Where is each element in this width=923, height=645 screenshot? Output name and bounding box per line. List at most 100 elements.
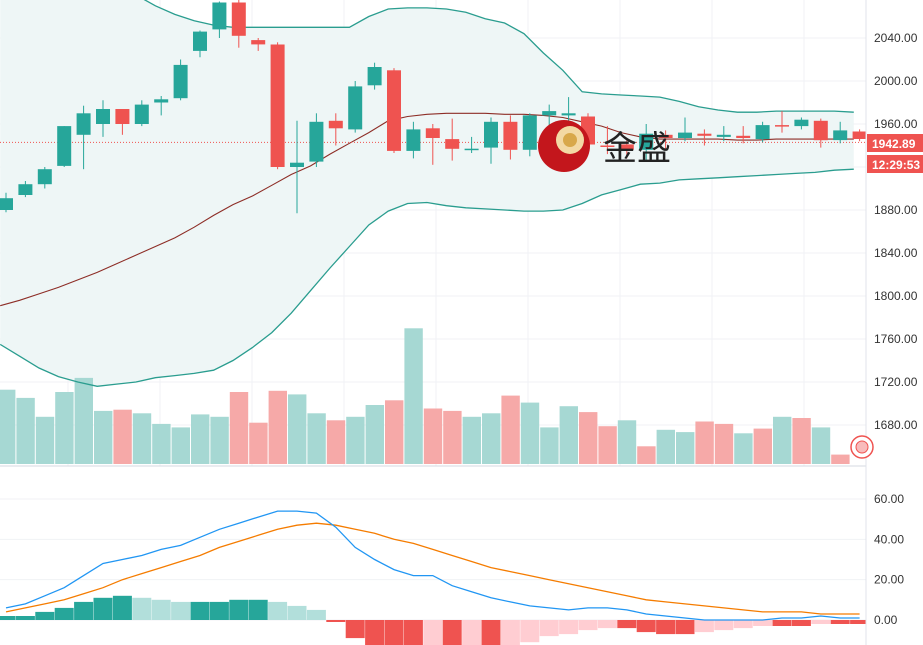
price-tick-label: 1760.00: [874, 332, 918, 346]
macd-histogram-bar: [656, 620, 676, 635]
bollinger-middle-line: [0, 112, 854, 307]
macd-histogram-bar: [365, 620, 385, 645]
macd-histogram-bar: [830, 620, 850, 624]
macd-histogram-bar: [539, 620, 559, 637]
volume-bar: [326, 420, 346, 464]
volume-bar: [35, 416, 55, 464]
candle-body: [561, 113, 576, 116]
macd-histogram-bar: [15, 616, 35, 620]
macd-histogram-bar: [287, 605, 307, 620]
macd-histogram-bar: [811, 620, 831, 624]
current-price-badge: 1942.89: [867, 134, 923, 152]
watermark-logo: 金盛: [538, 120, 671, 172]
macd-histogram-bar: [112, 595, 132, 620]
macd-histogram-bar: [462, 620, 482, 645]
price-axis[interactable]: [866, 0, 923, 645]
candle-body: [833, 130, 848, 141]
volume-bar: [598, 426, 617, 464]
volume-bar: [520, 402, 540, 464]
candle-body: [484, 121, 498, 148]
volume-bar: [307, 413, 326, 464]
countdown-badge-bg: [867, 155, 923, 173]
candle-body: [134, 104, 149, 124]
candle-body: [425, 128, 440, 138]
volume-bar: [656, 429, 675, 464]
volume-bar: [559, 406, 578, 464]
price-badge-bg: [867, 134, 923, 152]
macd-histogram-bar: [500, 620, 520, 645]
candle-body: [57, 126, 72, 166]
macd-histogram-bar: [132, 597, 152, 620]
macd-histogram-bar: [384, 620, 404, 645]
macd-histogram-bar: [423, 620, 443, 645]
candle-body: [503, 121, 518, 150]
macd-histogram-bar: [733, 620, 753, 629]
price-tick-label: 1800.00: [874, 289, 918, 303]
macd-histogram-bar: [190, 601, 210, 620]
volume-bar: [676, 432, 695, 464]
macd-histogram-bar: [694, 620, 714, 633]
candle-body: [348, 86, 363, 130]
countdown-label: 12:29:53: [872, 158, 920, 172]
volume-bar: [385, 400, 404, 464]
volume-bar: [191, 414, 210, 464]
volume-bar: [288, 394, 307, 464]
volume-bars: [0, 328, 850, 464]
price-tick-label: 2000.00: [874, 74, 918, 88]
candle-body: [76, 113, 91, 135]
candle-body: [464, 148, 479, 151]
candle-body: [37, 169, 52, 185]
volume-bar: [811, 427, 831, 464]
volume-bar: [734, 433, 753, 464]
candle-body: [367, 67, 382, 86]
price-tick-label: 1960.00: [874, 117, 918, 131]
bollinger-upper-line: [143, 0, 854, 113]
globe-icon[interactable]: [850, 435, 874, 459]
candle-body: [115, 109, 130, 124]
candle-body: [231, 2, 246, 36]
candle-body: [212, 2, 227, 30]
candle-body: [18, 184, 33, 195]
macd-histogram-bar: [345, 620, 365, 639]
candle-body: [542, 111, 557, 116]
macd-tick-label: 20.00: [874, 573, 904, 587]
candle-body: [522, 115, 537, 150]
candle-body: [309, 121, 324, 162]
bollinger-lower-line: [0, 168, 854, 387]
volume-bar: [423, 408, 443, 464]
candle-body: [0, 198, 13, 210]
macd-histogram-bar: [753, 620, 773, 626]
candle-body: [619, 144, 634, 150]
macd-tick-label: 40.00: [874, 532, 904, 546]
volume-bar: [482, 413, 501, 464]
volume-bar: [540, 427, 559, 464]
macd-histogram-bar: [772, 620, 792, 626]
current-price-label: 1942.89: [872, 137, 916, 151]
candle-body: [852, 131, 867, 139]
macd-histogram-bar: [151, 599, 171, 620]
candle-body: [270, 44, 285, 167]
price-tick-label: 1840.00: [874, 246, 918, 260]
macd-histogram-bar: [442, 620, 462, 645]
macd-histogram-bar: [326, 620, 346, 622]
volume-bar: [443, 410, 462, 464]
volume-bar: [132, 413, 152, 464]
volume-bar: [462, 416, 481, 464]
macd-histogram-bar: [617, 620, 637, 629]
macd-histogram-bar: [0, 616, 16, 620]
volume-bar: [365, 405, 384, 464]
macd-histogram-bar: [74, 601, 94, 620]
macd-histogram-bar: [636, 620, 656, 633]
candle-body: [193, 31, 207, 51]
volume-bar: [404, 328, 423, 464]
macd-histogram-bar: [268, 601, 288, 620]
volume-bar: [229, 392, 249, 464]
price-tick-label: 1680.00: [874, 418, 918, 432]
candle-body: [716, 134, 731, 137]
macd-histogram-bar: [597, 620, 617, 629]
volume-bar: [55, 392, 74, 464]
volume-bar: [346, 416, 365, 464]
candle-body: [658, 134, 673, 138]
volume-bar: [792, 418, 811, 464]
macd-histogram-bar: [209, 601, 229, 620]
